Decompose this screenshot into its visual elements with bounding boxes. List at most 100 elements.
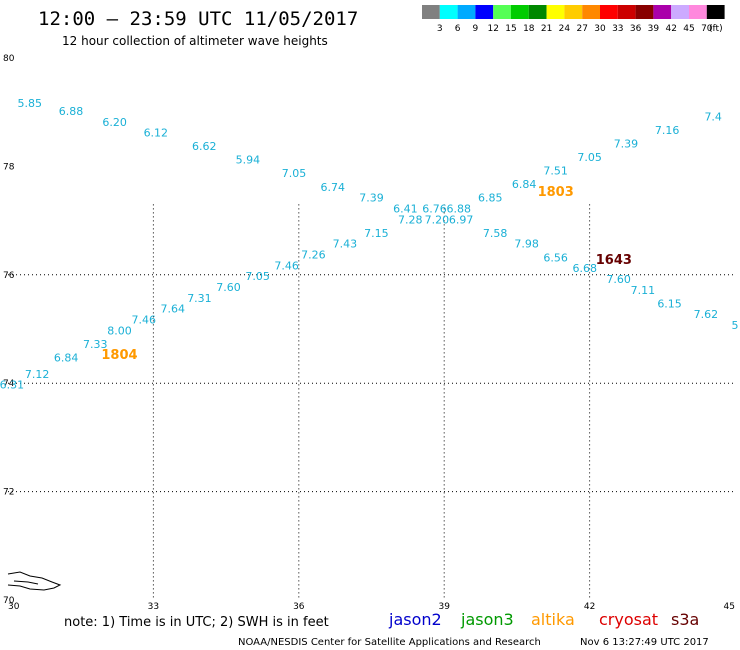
swh-label: 7.39 bbox=[359, 192, 384, 205]
colorbar-swatch bbox=[422, 5, 440, 19]
colorbar-unit: (ft) bbox=[709, 24, 723, 34]
colorbar-swatch bbox=[600, 5, 618, 19]
colorbar-label: 24 bbox=[559, 24, 571, 34]
legend-note: note: 1) Time is in UTC; 2) SWH is in fe… bbox=[64, 615, 329, 630]
x-tick-label: 36 bbox=[293, 602, 305, 612]
y-tick-label: 70 bbox=[3, 596, 15, 606]
swh-label: 6.85 bbox=[478, 192, 503, 205]
colorbar-swatch bbox=[439, 5, 458, 19]
swh-label: 7.12 bbox=[25, 368, 50, 381]
swh-label: 7.26 bbox=[301, 249, 326, 262]
swh-label: 7.15 bbox=[364, 227, 389, 240]
colorbar-label: 18 bbox=[523, 24, 535, 34]
swh-label: 7.05 bbox=[245, 270, 270, 283]
swh-label: 6.12 bbox=[144, 127, 169, 140]
colorbar-swatch bbox=[617, 5, 636, 19]
swh-label: 6.84 bbox=[512, 178, 537, 191]
colorbar-swatch bbox=[564, 5, 583, 19]
x-axis-ticks: 30 33 36 39 42 45 bbox=[8, 602, 735, 612]
swh-label: 7.43 bbox=[333, 238, 358, 251]
swh-label: 7.05 bbox=[282, 167, 307, 180]
x-tick-label: 33 bbox=[148, 602, 159, 612]
swh-label: 5 bbox=[732, 319, 739, 332]
y-tick-label: 78 bbox=[3, 162, 15, 172]
y-tick-label: 76 bbox=[3, 271, 15, 281]
swh-label: 7.98 bbox=[514, 238, 539, 251]
swh-label: 7.20 bbox=[425, 213, 450, 226]
swh-label: 6.20 bbox=[102, 116, 127, 129]
chart-subtitle: 12 hour collection of altimeter wave hei… bbox=[62, 34, 328, 48]
colorbar-swatch bbox=[493, 5, 511, 19]
swh-points: 6.317.126.847.338.007.467.647.317.607.05… bbox=[0, 97, 739, 392]
swh-label: 7.60 bbox=[606, 273, 631, 286]
x-tick-label: 45 bbox=[724, 602, 735, 612]
colorbar-label: 39 bbox=[648, 24, 660, 34]
y-tick-label: 72 bbox=[3, 488, 14, 498]
legend-s3a: s3a bbox=[671, 610, 699, 629]
swh-label: 7.64 bbox=[161, 303, 186, 316]
time-label: 1803 bbox=[538, 185, 574, 200]
x-tick-label: 30 bbox=[8, 602, 20, 612]
swh-label: 6.76 bbox=[422, 202, 447, 215]
swh-label: 7.51 bbox=[543, 165, 568, 178]
swh-label: 6.31 bbox=[0, 379, 24, 392]
swh-label: 7.31 bbox=[187, 292, 212, 305]
swh-label: 8.00 bbox=[107, 324, 132, 337]
x-tick-label: 39 bbox=[438, 602, 450, 612]
swh-label: 6.97 bbox=[449, 213, 474, 226]
colorbar-swatch bbox=[475, 5, 494, 19]
satellite-legend: jason2 jason3 altika cryosat s3a bbox=[388, 610, 699, 629]
colorbar-label: 12 bbox=[487, 24, 498, 34]
swh-label: 6.41 bbox=[393, 202, 418, 215]
colorbar-label: 21 bbox=[541, 24, 552, 34]
y-tick-label: 80 bbox=[3, 54, 15, 64]
swh-label: 6.88 bbox=[59, 105, 84, 118]
swh-label: 6.56 bbox=[543, 251, 568, 264]
colorbar-label: 36 bbox=[630, 24, 642, 34]
colorbar: 3 6 9 12 15 18 21 24 27 30 33 36 39 42 45 70(ft) bbox=[422, 5, 725, 34]
swh-label: 7.11 bbox=[631, 284, 656, 297]
colorbar-swatch bbox=[457, 5, 476, 19]
swh-label: 7.39 bbox=[614, 137, 639, 150]
colorbar-swatch bbox=[582, 5, 600, 19]
colorbar-label: 33 bbox=[612, 24, 623, 34]
colorbar-swatch bbox=[635, 5, 654, 19]
swh-label: 6.15 bbox=[657, 297, 682, 310]
colorbar-swatch bbox=[528, 5, 547, 19]
swh-label: 7.4 bbox=[704, 110, 722, 123]
time-labels: 1804 1803 1643 bbox=[101, 185, 632, 363]
colorbar-label: 15 bbox=[505, 24, 516, 34]
swh-label: 7.33 bbox=[83, 338, 108, 351]
colorbar-swatch bbox=[706, 5, 725, 19]
colorbar-label: 9 bbox=[473, 24, 479, 34]
legend-cryosat: cryosat bbox=[599, 610, 658, 629]
colorbar-label: 3 bbox=[437, 24, 443, 34]
colorbar-label: 30 bbox=[594, 24, 606, 34]
swh-label: 7.46 bbox=[274, 259, 299, 272]
coastline bbox=[7, 571, 62, 591]
legend-jason3: jason3 bbox=[460, 610, 514, 629]
colorbar-label: 6 bbox=[455, 24, 461, 34]
swh-label: 6.62 bbox=[192, 140, 217, 153]
swh-label: 7.60 bbox=[216, 281, 241, 294]
colorbar-swatch bbox=[546, 5, 565, 19]
colorbar-label: 27 bbox=[576, 24, 587, 34]
swh-label: 6.74 bbox=[320, 181, 345, 194]
colorbar-label: 42 bbox=[665, 24, 676, 34]
colorbar-swatch bbox=[689, 5, 707, 19]
legend-jason2: jason2 bbox=[388, 610, 442, 629]
swh-label: 6.84 bbox=[54, 352, 79, 365]
swh-label: 7.05 bbox=[577, 151, 602, 164]
swh-label: 5.94 bbox=[236, 154, 261, 167]
colorbar-swatch bbox=[511, 5, 529, 19]
swh-label: 7.62 bbox=[694, 308, 719, 321]
swh-label: 7.46 bbox=[131, 314, 156, 327]
swh-label: 6.88 bbox=[446, 202, 471, 215]
y-tick-label: 74 bbox=[3, 379, 15, 389]
swh-label: 7.58 bbox=[483, 227, 508, 240]
time-label: 1643 bbox=[596, 253, 632, 268]
timestamp: Nov 6 13:27:49 UTC 2017 bbox=[580, 637, 709, 648]
colorbar-swatch bbox=[671, 5, 689, 19]
time-label: 1804 bbox=[101, 348, 137, 363]
